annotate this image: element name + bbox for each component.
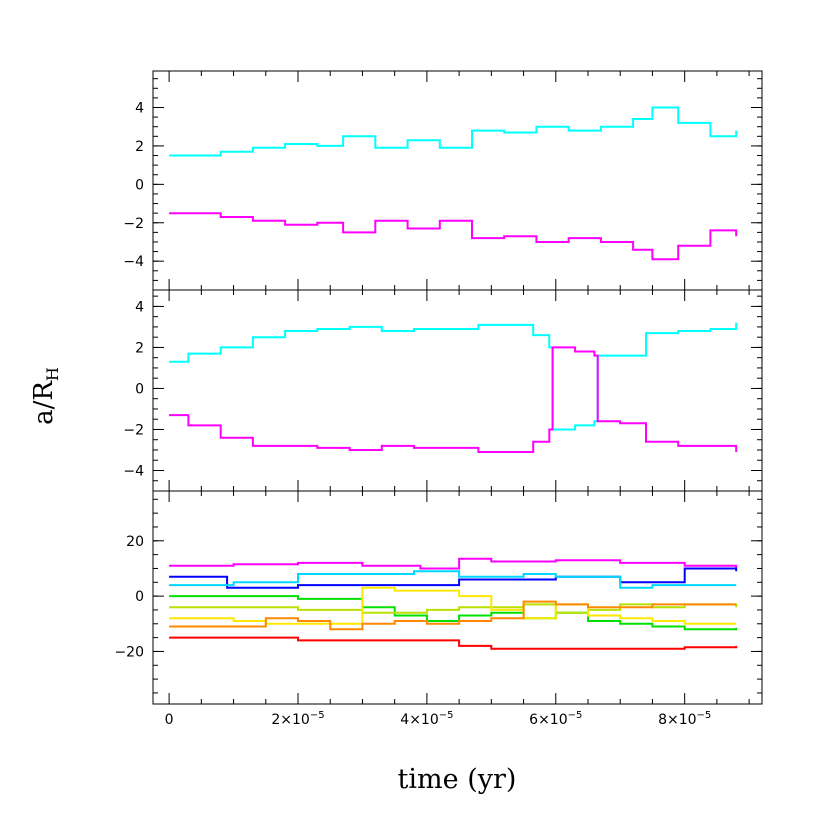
panel-bottom-series <box>169 557 738 650</box>
x-tick-label: 0 <box>165 712 174 728</box>
y-axis-title-subscript: H <box>43 367 62 381</box>
y-tick-label: 0 <box>135 177 144 193</box>
series-line-1 <box>169 322 738 431</box>
series-line-8 <box>169 636 738 650</box>
x-tick-label: 6×10−5 <box>529 710 582 728</box>
y-axis-title-main: a/R <box>29 380 59 425</box>
panel-middle-series <box>169 322 738 453</box>
x-tick-label: 4×10−5 <box>400 710 453 728</box>
y-tick-label: 4 <box>135 101 144 117</box>
x-axis-title: time (yr) <box>398 764 517 795</box>
panel-top-series <box>169 106 738 261</box>
panel-middle-y-tick-labels: 4 2 0 −2 −4 <box>123 299 144 479</box>
y-tick-label: 2 <box>135 139 144 155</box>
y-tick-label: −4 <box>123 463 144 479</box>
y-tick-label: −20 <box>114 644 144 660</box>
y-tick-label: −2 <box>123 216 144 232</box>
series-line-1 <box>169 106 738 157</box>
panel-bottom-frame <box>152 490 763 705</box>
x-tick-label: 2×10−5 <box>271 710 324 728</box>
series-line-1 <box>169 557 738 570</box>
x-tick-label: 8×10−5 <box>658 710 711 728</box>
y-tick-label: 20 <box>126 534 144 550</box>
series-line-2 <box>169 212 738 261</box>
panel-bottom-y-tick-labels: 20 0 −20 <box>114 534 144 661</box>
series-line-7 <box>169 600 737 631</box>
y-tick-label: 0 <box>135 381 144 397</box>
panel-bottom-ticks <box>153 491 762 704</box>
y-tick-label: −4 <box>123 254 144 270</box>
panel-bottom: 20 0 −20 <box>114 490 763 705</box>
y-tick-label: 4 <box>135 299 144 315</box>
series-line-6 <box>169 586 737 625</box>
y-tick-label: 2 <box>135 340 144 356</box>
series-line-2 <box>169 346 738 453</box>
series-line-3 <box>169 570 737 589</box>
y-axis-title: a/RH <box>29 367 62 425</box>
panel-top-y-tick-labels: 4 2 0 −2 −4 <box>123 101 144 271</box>
series-line-2 <box>169 567 738 589</box>
series-line-4 <box>169 595 738 631</box>
y-tick-label: 0 <box>135 589 144 605</box>
panel-middle-ticks <box>153 290 762 492</box>
y-tick-label: −2 <box>123 422 144 438</box>
x-tick-labels: 0 2×10−5 4×10−5 6×10−5 8×10−5 <box>165 710 712 728</box>
panel-top-ticks <box>153 71 762 291</box>
